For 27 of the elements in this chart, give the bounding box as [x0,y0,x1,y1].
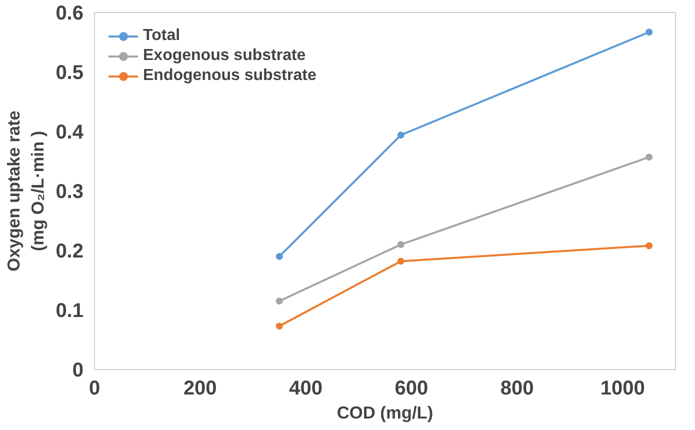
point [646,154,653,161]
legend-label: Exogenous substrate [143,47,306,65]
x-axis-title: COD (mg/L) [336,402,434,422]
legend-label: Endogenous substrate [143,67,316,85]
x-tick-label: 600 [394,378,428,400]
y-tick-label: 0.1 [56,300,84,322]
x-tick-label: 0 [88,378,100,400]
point [397,258,404,265]
y-tick-label: 0.6 [56,2,84,24]
point [646,242,653,250]
legend-label: Total [143,27,180,45]
point [646,28,653,36]
x-tick-label: 400 [289,378,322,400]
x-tick-label: 1000 [600,378,645,400]
point [276,252,283,260]
y-tick-label: 0.2 [56,240,84,262]
point [397,132,404,139]
y-tick-label: 0 [72,360,84,382]
x-tick-label: 200 [183,378,217,400]
y-tick-label: 0.5 [56,62,84,84]
point [276,322,283,330]
y-tick-label: 0.3 [56,181,84,203]
y-axis-title: Oxygen uptake rate (mg O₂/L·min ) [4,110,48,272]
point [397,241,404,248]
y-tick-label: 0.4 [56,122,84,144]
point [276,298,283,305]
x-tick-label: 800 [500,378,534,400]
